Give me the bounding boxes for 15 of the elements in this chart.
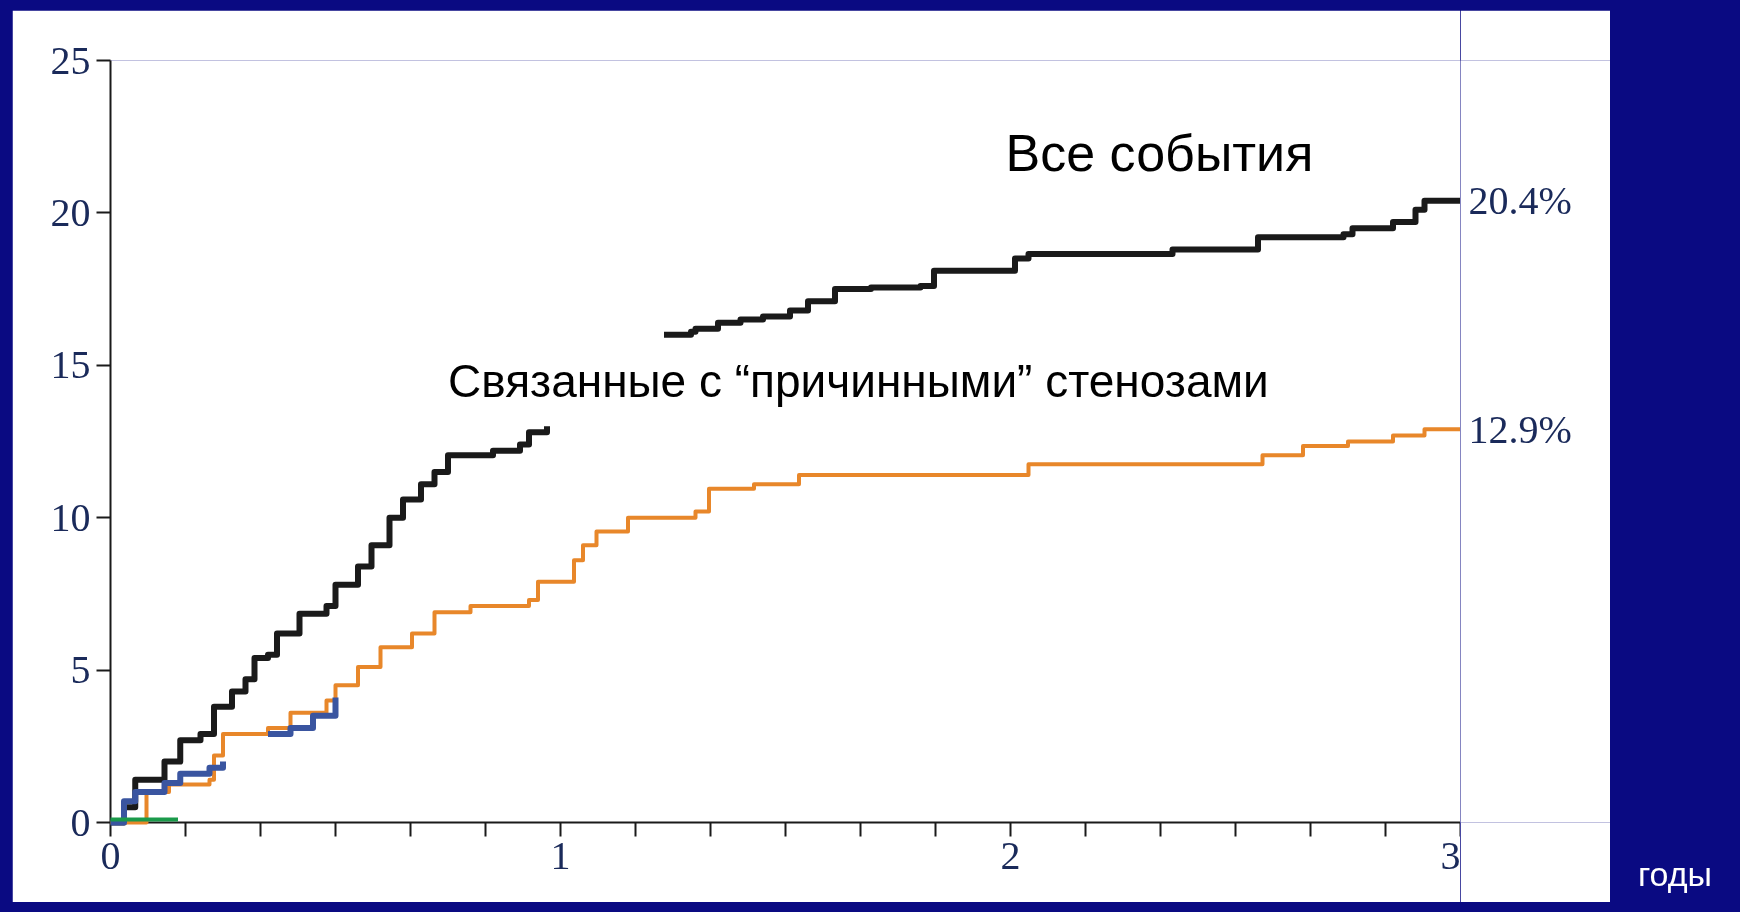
text: годы xyxy=(1637,854,1713,896)
annotation: 20.4% xyxy=(1468,178,1572,224)
y-tick-label: 20 xyxy=(50,189,91,235)
x-tick-label: 0 xyxy=(100,832,121,878)
y-tick-label: 25 xyxy=(50,37,91,83)
y-tick-label: 5 xyxy=(70,647,91,693)
series-label: Связанные с “причинными” стенозами xyxy=(448,355,1269,408)
series-label: Все события xyxy=(1005,124,1314,183)
y-tick-label: 10 xyxy=(50,494,91,540)
x-tick-label: 2 xyxy=(1000,832,1021,878)
y-tick-label: 0 xyxy=(70,799,91,845)
x-tick-label: 3 xyxy=(1440,832,1461,878)
y-tick-label: 15 xyxy=(50,342,91,388)
annotation: 12.9% xyxy=(1468,406,1572,452)
x-tick-label: 1 xyxy=(550,832,571,878)
